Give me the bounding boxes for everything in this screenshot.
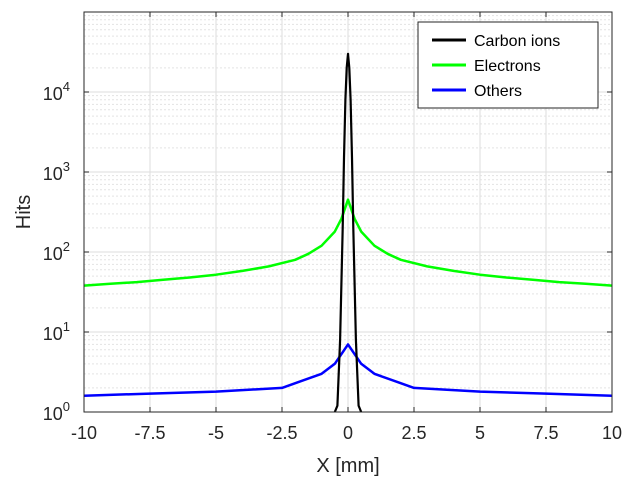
x-tick-label: -7.5: [134, 423, 165, 443]
x-tick-label: -2.5: [266, 423, 297, 443]
y-tick-label: 101: [43, 319, 70, 344]
y-tick-label: 102: [43, 239, 70, 264]
y-axis-title: Hits: [13, 195, 35, 229]
x-tick-label: -5: [208, 423, 224, 443]
series-line-carbon-ions: [333, 52, 363, 413]
legend-label-electrons: Electrons: [474, 58, 541, 75]
legend: Carbon ions Electrons Others: [417, 21, 599, 109]
x-tick-label: -10: [71, 423, 97, 443]
x-axis-title: X [mm]: [316, 455, 379, 477]
x-tick-label: 10: [602, 423, 622, 443]
x-tick-label: 2.5: [401, 423, 426, 443]
legend-label-carbon-ions: Carbon ions: [474, 33, 560, 50]
series-line-electrons: [83, 198, 613, 287]
y-tick-label: 103: [43, 159, 70, 184]
y-tick-label: 104: [43, 79, 70, 104]
x-tick-label: 0: [343, 423, 353, 443]
legend-label-others: Others: [474, 83, 522, 100]
series-layer: [83, 52, 613, 413]
tick-marks: [83, 12, 613, 413]
tick-labels: -10 -7.5 -5 -2.5 0 2.5 5 7.5 10 100 101 102 103 104: [43, 79, 622, 443]
y-tick-label: 100: [43, 399, 70, 424]
x-tick-label: 7.5: [533, 423, 558, 443]
series-line-others: [83, 343, 613, 397]
x-tick-label: 5: [475, 423, 485, 443]
